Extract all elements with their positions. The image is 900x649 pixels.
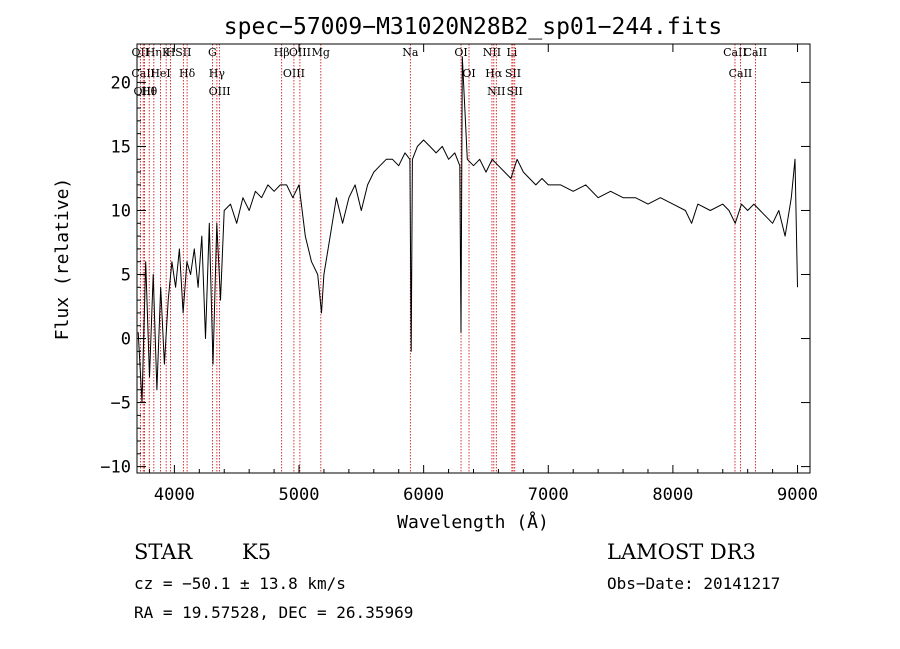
x-axis-label: Wavelength (Å) bbox=[397, 511, 549, 533]
series-group bbox=[137, 56, 798, 404]
x-tick-label-0: 4000 bbox=[154, 485, 195, 505]
line-marker-label-26: CaII bbox=[723, 46, 747, 59]
line-marker-label-23: Li bbox=[506, 46, 517, 59]
line-marker-label-12: OIII bbox=[209, 85, 231, 98]
line-marker-label-21: Hα bbox=[485, 67, 503, 80]
line-marker-label-15: OIII bbox=[289, 46, 311, 59]
x-tick-label-5: 9000 bbox=[777, 485, 818, 505]
line-marker-label-22: NII bbox=[487, 85, 505, 98]
chart-title: spec−57009−M31020N28B2_sp01−244.fits bbox=[224, 14, 723, 40]
line-marker-label-20: NII bbox=[483, 46, 501, 59]
line-marker-label-14: OIII bbox=[283, 67, 305, 80]
obs-date-label: Obs−Date: 20141217 bbox=[607, 574, 781, 593]
y-tick-label-3: 5 bbox=[121, 266, 131, 286]
line-marker-label-9: Hδ bbox=[179, 67, 196, 80]
line-marker-label-6: HeI bbox=[150, 67, 170, 80]
x-tick-label-2: 6000 bbox=[403, 485, 444, 505]
series-line-0 bbox=[137, 56, 798, 404]
line-marker-label-5: Hη bbox=[146, 46, 162, 59]
y-tick-label-1: −5 bbox=[111, 394, 131, 414]
survey-label: LAMOST DR3 bbox=[607, 540, 756, 564]
y-tick-label-5: 15 bbox=[111, 137, 131, 157]
line-marker-label-18: OI bbox=[454, 46, 467, 59]
line-marker-label-27: CaII bbox=[729, 67, 753, 80]
line-marker-label-7: H bbox=[166, 46, 176, 59]
y-axis-label: Flux (relative) bbox=[52, 178, 73, 341]
plot-frame bbox=[136, 43, 811, 474]
line-marker-label-16: Mg bbox=[312, 46, 330, 59]
y-tick-label-6: 20 bbox=[111, 73, 131, 93]
line-marker-label-11: Hγ bbox=[209, 67, 226, 80]
line-marker-label-4: K bbox=[162, 46, 171, 59]
line-marker-label-28: CaII bbox=[744, 46, 768, 59]
line-marker-label-10: G bbox=[208, 46, 217, 59]
x-tick-label-4: 8000 bbox=[652, 485, 693, 505]
class-label: STAR bbox=[134, 540, 193, 564]
y-tick-label-2: 0 bbox=[121, 330, 131, 350]
line-marker-label-19: OI bbox=[462, 67, 475, 80]
y-tick-label-4: 10 bbox=[111, 201, 131, 221]
cz-label: cz = −50.1 ± 13.8 km/s bbox=[134, 574, 346, 593]
axes: 4000 5000 6000 7000 8000 9000 −10 −5 0 5 10 15 20 bbox=[100, 44, 818, 505]
y-tick-label-0: −10 bbox=[100, 458, 131, 478]
line-marker-label-8: SII bbox=[175, 46, 191, 59]
line-marker-label-13: Hβ bbox=[274, 46, 290, 59]
coords-label: RA = 19.57528, DEC = 26.35969 bbox=[134, 603, 414, 622]
x-tick-label-1: 5000 bbox=[279, 485, 320, 505]
line-marker-label-24: SII bbox=[505, 67, 521, 80]
line-marker-label-0: Hθ bbox=[141, 85, 158, 98]
x-tick-label-3: 7000 bbox=[528, 485, 569, 505]
subclass-label: K5 bbox=[242, 540, 272, 564]
line-marker-label-25: SII bbox=[507, 85, 523, 98]
line-marker-label-17: Na bbox=[402, 46, 419, 59]
line-marker-label-1: OII bbox=[132, 46, 150, 59]
